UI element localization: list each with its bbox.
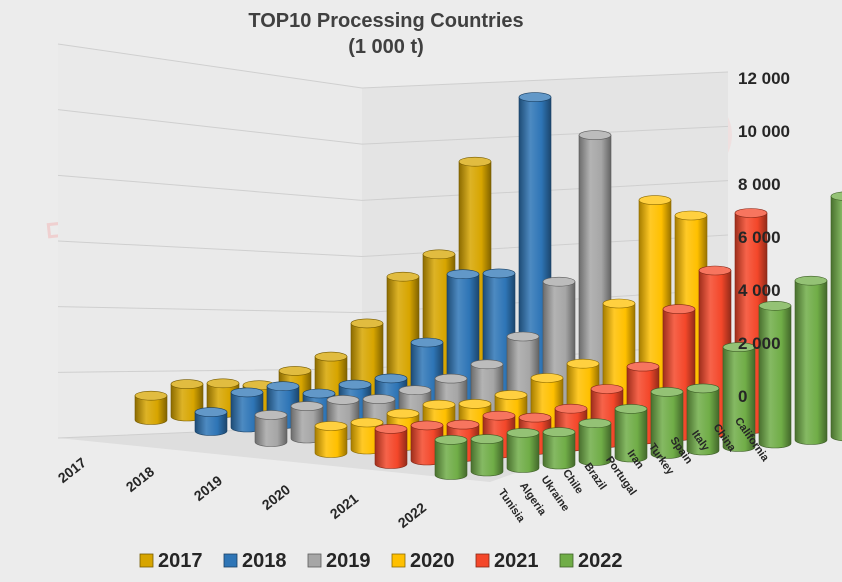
bar-2022-china — [794, 275, 828, 445]
year-axis-label: 2021 — [327, 490, 362, 522]
bar-2017-tunisia — [134, 390, 168, 425]
y-tick-label: 2 000 — [738, 334, 781, 353]
year-axis-label: 2019 — [191, 472, 226, 504]
bar-2022-algeria — [470, 434, 504, 477]
bar-2021-tunisia — [374, 424, 408, 469]
year-axis-label: 2017 — [55, 454, 90, 486]
legend-item: 2022 — [559, 550, 623, 572]
legend-label: 2022 — [578, 550, 623, 572]
year-axis-label: 2018 — [123, 463, 158, 495]
bar-2022-tunisia — [434, 435, 468, 480]
bar-2022-turkey — [686, 383, 720, 456]
legend: 2017 2018 2019 2020 2021 2022 — [139, 550, 623, 572]
year-axis-label: 2022 — [395, 499, 430, 531]
bar-2022-italy — [758, 300, 792, 449]
bar-2022-spain — [722, 342, 756, 452]
y-tick-label: 8 000 — [738, 175, 781, 194]
bar-2022-portugal — [614, 404, 648, 463]
y-tick-label: 10 000 — [738, 122, 790, 141]
bar-2022-brazil — [578, 418, 612, 466]
y-tick-label: 0 — [738, 387, 747, 406]
y-tick-label: 4 000 — [738, 281, 781, 300]
chart-subtitle: (1 000 t) — [348, 36, 424, 58]
chart-title: TOP10 Processing Countries — [248, 10, 523, 32]
legend-label: 2018 — [242, 550, 287, 572]
bars — [134, 92, 842, 480]
legend-item: 2021 — [475, 550, 539, 572]
y-tick-label: 6 000 — [738, 228, 781, 247]
category-axis-label: Brazil — [582, 461, 609, 492]
bar-2022-ukraine — [506, 428, 540, 473]
legend-item: 2017 — [139, 550, 203, 572]
bar-2019-tunisia — [254, 410, 288, 447]
legend-label: 2021 — [494, 550, 539, 572]
year-axis-label: 2020 — [259, 481, 294, 513]
bar-2022-iran — [650, 387, 684, 459]
legend-item: 2020 — [391, 550, 455, 572]
category-axis-label: Chile — [560, 467, 585, 496]
bar-2020-tunisia — [314, 421, 348, 458]
bar-2018-tunisia — [194, 407, 228, 436]
y-tick-label: 12 000 — [738, 69, 790, 88]
legend-label: 2020 — [410, 550, 455, 572]
legend-item: 2018 — [223, 550, 287, 572]
legend-item: 2019 — [307, 550, 371, 572]
legend-label: 2019 — [326, 550, 371, 572]
legend-label: 2017 — [158, 550, 203, 572]
bar-2022-california — [830, 191, 842, 442]
bar-2022-chile — [542, 427, 576, 470]
